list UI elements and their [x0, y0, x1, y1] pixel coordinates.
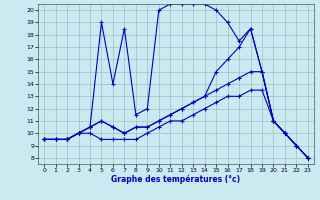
X-axis label: Graphe des températures (°c): Graphe des températures (°c): [111, 175, 241, 184]
